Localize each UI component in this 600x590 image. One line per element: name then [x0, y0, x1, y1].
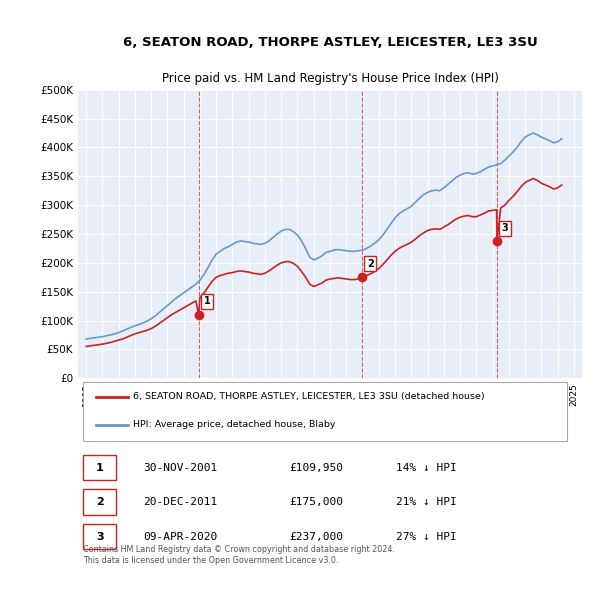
Text: 2: 2: [96, 497, 104, 507]
Text: 3: 3: [96, 532, 103, 542]
FancyBboxPatch shape: [83, 455, 116, 480]
Text: 6, SEATON ROAD, THORPE ASTLEY, LEICESTER, LE3 3SU: 6, SEATON ROAD, THORPE ASTLEY, LEICESTER…: [122, 36, 538, 49]
Text: £109,950: £109,950: [290, 463, 344, 473]
Text: £175,000: £175,000: [290, 497, 344, 507]
Text: Price paid vs. HM Land Registry's House Price Index (HPI): Price paid vs. HM Land Registry's House …: [161, 72, 499, 85]
Text: 14% ↓ HPI: 14% ↓ HPI: [395, 463, 456, 473]
Text: 1: 1: [96, 463, 104, 473]
Text: 6, SEATON ROAD, THORPE ASTLEY, LEICESTER, LE3 3SU (detached house): 6, SEATON ROAD, THORPE ASTLEY, LEICESTER…: [133, 392, 485, 401]
Text: 1: 1: [203, 296, 210, 306]
Text: £237,000: £237,000: [290, 532, 344, 542]
FancyBboxPatch shape: [83, 489, 116, 515]
Text: 3: 3: [502, 223, 509, 233]
Text: Contains HM Land Registry data © Crown copyright and database right 2024.
This d: Contains HM Land Registry data © Crown c…: [83, 545, 395, 565]
Text: 09-APR-2020: 09-APR-2020: [143, 532, 218, 542]
FancyBboxPatch shape: [83, 524, 116, 549]
Text: 27% ↓ HPI: 27% ↓ HPI: [395, 532, 456, 542]
Text: HPI: Average price, detached house, Blaby: HPI: Average price, detached house, Blab…: [133, 420, 336, 430]
Text: 20-DEC-2011: 20-DEC-2011: [143, 497, 218, 507]
Text: 30-NOV-2001: 30-NOV-2001: [143, 463, 218, 473]
Text: 2: 2: [367, 259, 374, 269]
FancyBboxPatch shape: [83, 382, 567, 441]
Text: 21% ↓ HPI: 21% ↓ HPI: [395, 497, 456, 507]
